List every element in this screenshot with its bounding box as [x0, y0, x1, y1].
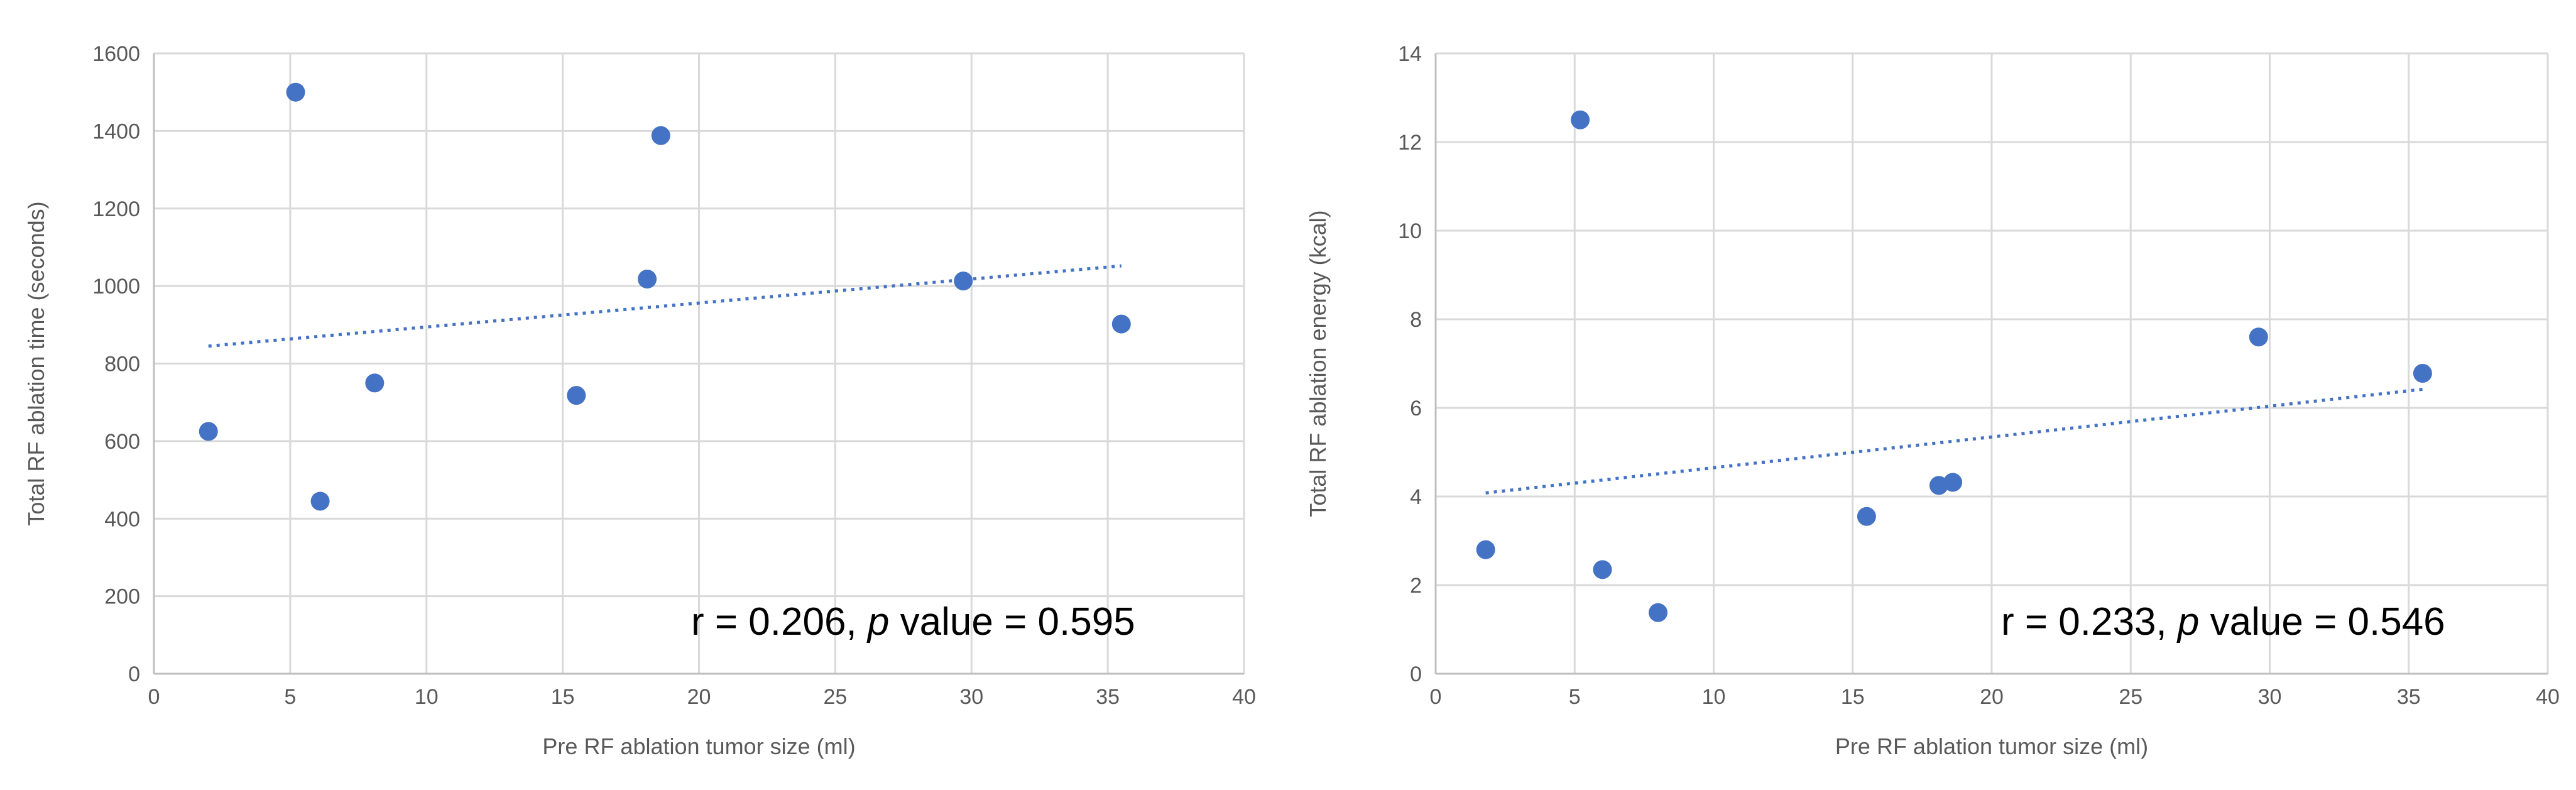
- data-point: [2413, 364, 2432, 383]
- data-point: [365, 373, 385, 393]
- y-tick-label: 0: [1410, 662, 1422, 686]
- data-point: [1571, 110, 1590, 129]
- y-tick-label: 800: [104, 353, 140, 376]
- y-tick-label: 2: [1410, 574, 1422, 598]
- y-tick-label: 200: [104, 585, 140, 609]
- y-axis-title: Total RF ablation energy (kcal): [1305, 210, 1331, 517]
- data-point: [651, 126, 670, 145]
- correlation-annotation: r = 0.233, p value = 0.546: [2001, 600, 2445, 644]
- x-tick-label: 0: [148, 685, 160, 709]
- x-tick-label: 5: [284, 685, 296, 709]
- x-tick-label: 25: [823, 685, 847, 709]
- x-axis-title: Pre RF ablation tumor size (ml): [542, 733, 855, 759]
- trendline: [208, 264, 1122, 348]
- x-tick-label: 35: [2397, 685, 2421, 709]
- data-point: [286, 82, 305, 102]
- x-tick-label: 10: [1702, 685, 1726, 709]
- x-tick-label: 25: [2119, 685, 2142, 709]
- x-tick-label: 15: [1841, 685, 1865, 709]
- annotation-suffix: value = 0.546: [2199, 600, 2445, 644]
- y-tick-label: 1600: [92, 42, 140, 66]
- data-point: [2249, 327, 2268, 347]
- data-point: [1943, 473, 1963, 492]
- data-point: [1649, 603, 1667, 622]
- annotation-p-symbol: p: [866, 600, 889, 644]
- data-point: [310, 491, 330, 511]
- trendline: [1485, 387, 2423, 495]
- chart-ablation-energy: 0 5 10 15 20 25 30 35 40 0 2 4 6 8 10 12 14 Pre RF ablati…: [1305, 42, 2560, 759]
- x-tick-label: 30: [959, 685, 983, 709]
- annotation-p-symbol: p: [2176, 600, 2199, 644]
- y-tick-label: 14: [1398, 42, 1422, 66]
- chart-ablation-time: 0 5 10 15 20 25 30 35 40020040060080010001200140…: [23, 42, 1256, 759]
- y-tick-label: 1400: [92, 119, 140, 143]
- x-tick-label: 30: [2258, 685, 2282, 709]
- x-tick-label: 40: [1232, 685, 1256, 709]
- data-point: [1593, 560, 1612, 579]
- x-axis-title: Pre RF ablation tumor size (ml): [1835, 733, 2148, 759]
- data-point: [954, 272, 973, 291]
- data-point: [567, 386, 586, 405]
- y-tick-label: 12: [1398, 131, 1422, 155]
- annotation-prefix: r = 0.206,: [691, 600, 868, 644]
- x-tick-label: 40: [2536, 685, 2560, 709]
- y-tick-label: 10: [1398, 219, 1422, 243]
- data-point: [1476, 540, 1495, 559]
- y-tick-label: 600: [104, 430, 140, 454]
- y-tick-label: 1200: [92, 197, 140, 221]
- x-tick-label: 35: [1096, 685, 1120, 709]
- y-axis-title: Total RF ablation time (seconds): [23, 201, 49, 525]
- y-tick-label: 1000: [92, 275, 140, 299]
- x-tick-label: 20: [687, 685, 711, 709]
- annotation-suffix: value = 0.595: [889, 600, 1135, 644]
- x-tick-label: 15: [551, 685, 575, 709]
- data-point: [199, 422, 218, 441]
- y-tick-label: 6: [1410, 397, 1422, 420]
- x-tick-label: 20: [1980, 685, 2004, 709]
- data-point: [638, 270, 657, 289]
- y-tick-label: 0: [128, 662, 140, 686]
- correlation-annotation: r = 0.206, p value = 0.595: [691, 600, 1135, 644]
- data-point: [1111, 314, 1131, 334]
- data-point: [1857, 507, 1876, 526]
- x-tick-label: 5: [1569, 685, 1581, 709]
- y-tick-label: 8: [1410, 308, 1422, 332]
- x-tick-label: 0: [1430, 685, 1442, 709]
- y-tick-label: 4: [1410, 485, 1422, 509]
- y-tick-label: 400: [104, 507, 140, 531]
- annotation-prefix: r = 0.233,: [2001, 600, 2178, 644]
- x-tick-label: 10: [415, 685, 439, 709]
